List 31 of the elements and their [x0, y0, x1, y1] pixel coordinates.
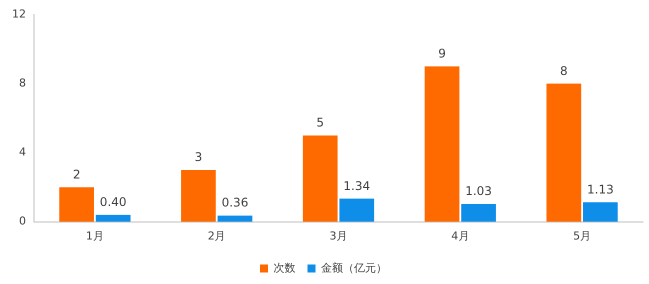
data-label: 2 — [72, 167, 80, 182]
y-tick-label: 12 — [12, 7, 26, 20]
bar — [424, 66, 460, 222]
legend-label: 次数 — [274, 261, 296, 274]
bar — [96, 214, 131, 222]
data-label: 0.36 — [222, 196, 248, 210]
x-tick-label: 2月 — [208, 229, 226, 242]
data-label: 1.13 — [587, 182, 614, 196]
data-label: 8 — [560, 64, 568, 78]
bar — [546, 84, 582, 222]
bar — [181, 170, 216, 222]
bar — [218, 216, 252, 222]
x-tick-label: 1月 — [86, 229, 104, 242]
y-tick-label: 0 — [18, 214, 26, 228]
data-label: 1.03 — [465, 184, 492, 198]
bar — [302, 135, 338, 222]
data-label: 9 — [438, 46, 446, 61]
x-tick-label: 5月 — [573, 229, 592, 242]
data-label: 1.34 — [343, 178, 370, 193]
data-label: 0.40 — [100, 195, 127, 210]
y-tick-label: 4 — [18, 146, 26, 159]
x-tick-label: 4月 — [451, 229, 470, 242]
bar — [583, 202, 618, 222]
data-label: 3 — [194, 150, 202, 164]
legend-label: 金额（亿元） — [321, 261, 387, 274]
y-tick-label: 8 — [18, 76, 26, 90]
bar — [339, 198, 374, 222]
bar — [59, 187, 94, 222]
bar — [461, 204, 496, 222]
x-tick-label: 3月 — [330, 229, 348, 242]
data-label: 5 — [316, 116, 324, 130]
